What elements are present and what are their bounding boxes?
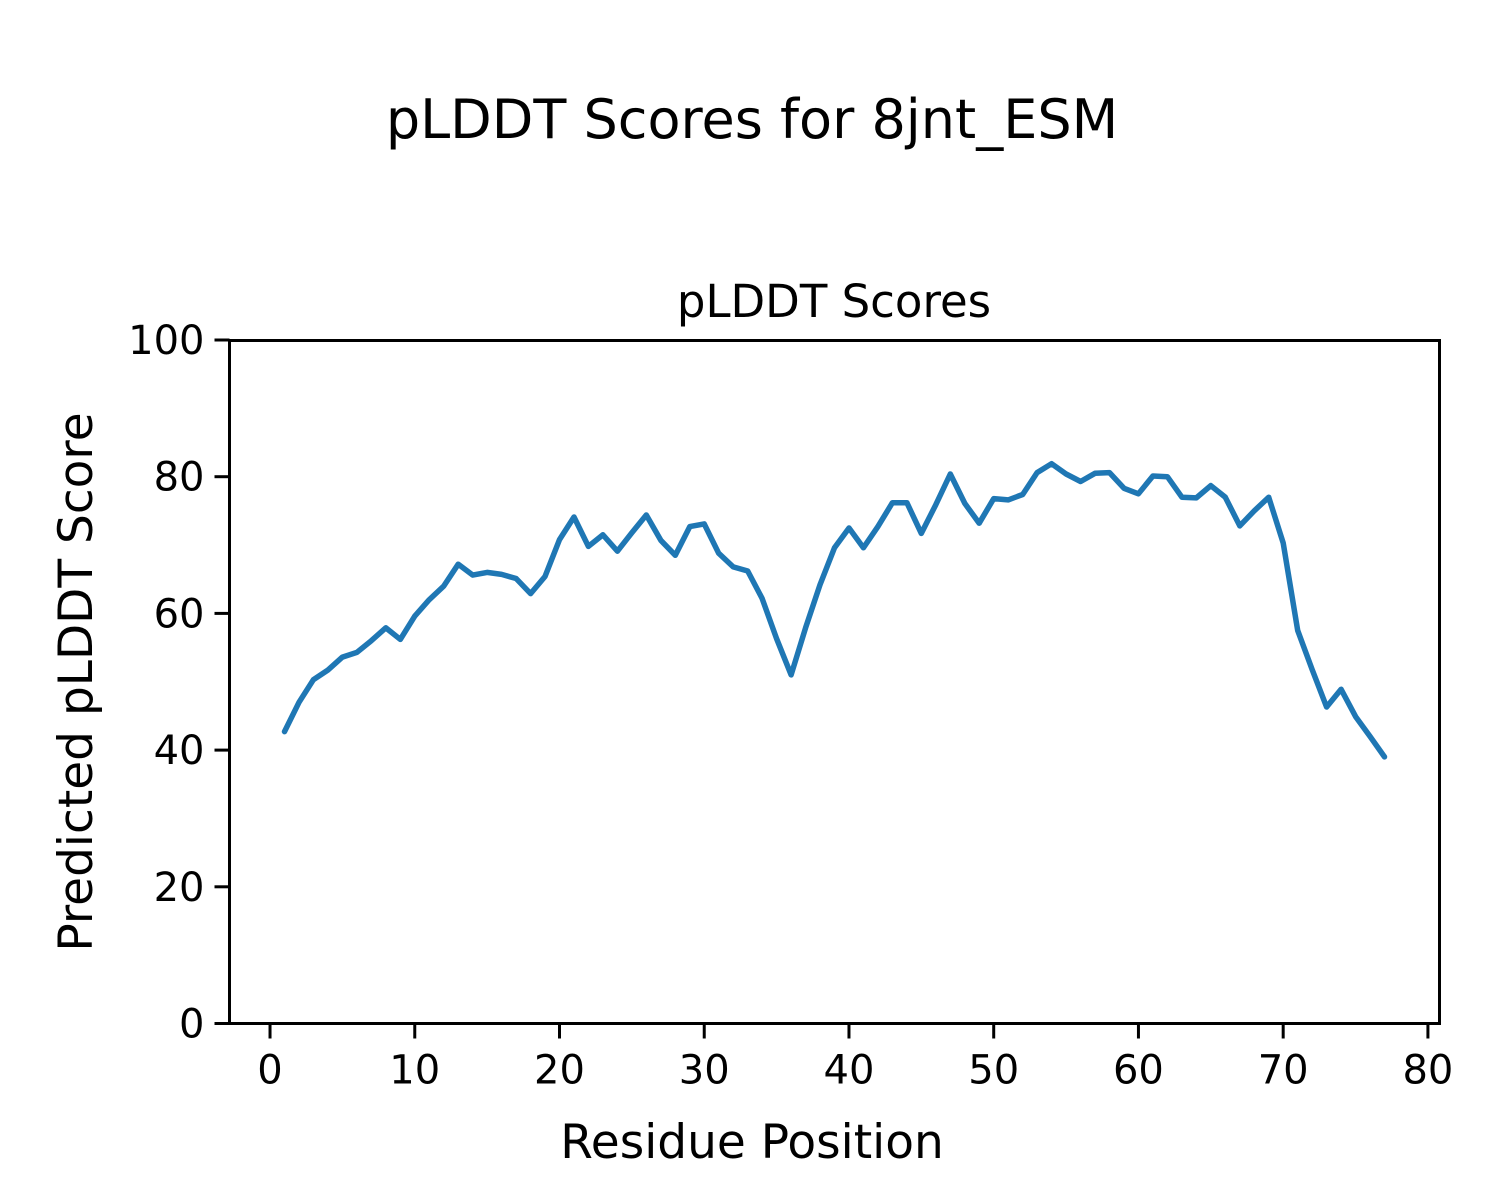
x-tick-label: 20: [534, 1048, 585, 1094]
y-tick-label: 80: [154, 455, 205, 501]
y-tick-label: 100: [128, 318, 204, 364]
x-tick-label: 70: [1258, 1048, 1309, 1094]
x-tick-label: 30: [679, 1048, 730, 1094]
x-tick-label: 40: [824, 1048, 875, 1094]
y-axis-label: Predicted pLDDT Score: [49, 412, 104, 951]
x-tick-label: 80: [1402, 1048, 1453, 1094]
axes-spines: [228, 339, 1441, 1025]
y-tick-label: 0: [179, 1002, 204, 1048]
x-tick-label: 0: [257, 1048, 282, 1094]
y-tick-label: 40: [154, 728, 205, 774]
plddt-series-line: [281, 460, 1388, 760]
y-tick-label: 60: [154, 591, 205, 637]
y-axis-ticks: 0 20 40 60 80 100: [128, 318, 230, 1048]
x-tick-label: 10: [389, 1048, 440, 1094]
figure-suptitle: pLDDT Scores for 8jnt_ESM: [386, 88, 1118, 151]
x-tick-label: 60: [1113, 1048, 1164, 1094]
x-axis-label: Residue Position: [560, 1115, 943, 1170]
y-tick-label: 20: [154, 865, 205, 911]
x-axis-ticks: 0 10 20 30 40 50 60 70 80: [257, 1023, 1453, 1094]
x-tick-label: 50: [968, 1048, 1019, 1094]
axes-title: pLDDT Scores: [677, 275, 991, 328]
